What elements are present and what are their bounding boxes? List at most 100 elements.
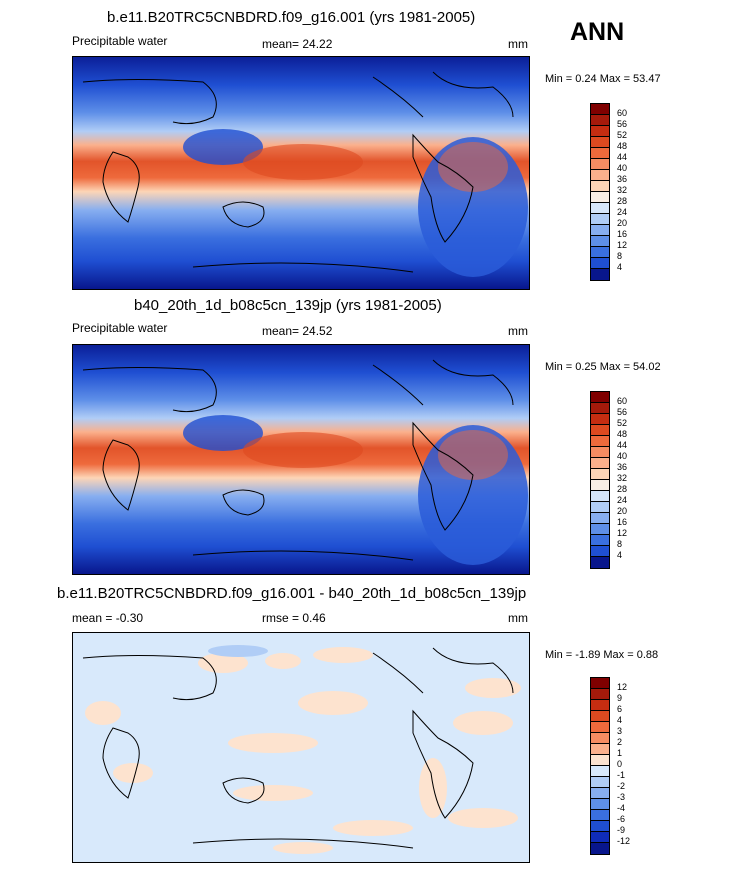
panel2-map — [72, 344, 530, 575]
colorbar-tick-label: 28 — [617, 484, 628, 494]
colorbar-tick-label: 52 — [617, 130, 628, 140]
panel2-title: b40_20th_1d_b08c5cn_139jp (yrs 1981-2005… — [134, 297, 442, 314]
colorbar-box — [591, 258, 609, 269]
colorbar-tick-label: 20 — [617, 218, 628, 228]
colorbar-box — [591, 181, 609, 192]
colorbar-box — [591, 711, 609, 722]
colorbar-box — [591, 491, 609, 502]
colorbar-tick-label: -2 — [617, 781, 626, 791]
panel3-minmax: Min = -1.89 Max = 0.88 — [545, 649, 659, 661]
colorbar-box — [591, 557, 609, 568]
colorbar-box — [591, 700, 609, 711]
panel2-colorbar — [590, 391, 610, 569]
colorbar-tick-label: 12 — [617, 528, 628, 538]
colorbar-box — [591, 524, 609, 535]
colorbar-tick-label: 52 — [617, 418, 628, 428]
colorbar-box — [591, 678, 609, 689]
colorbar-tick-label: -3 — [617, 792, 626, 802]
panel1-mean: mean= 24.22 — [262, 37, 333, 51]
colorbar-box — [591, 843, 609, 854]
colorbar-box — [591, 799, 609, 810]
panel1-map — [72, 56, 530, 290]
colorbar-tick-label: 16 — [617, 517, 628, 527]
colorbar-tick-label: 44 — [617, 152, 628, 162]
colorbar-tick-label: 12 — [617, 240, 628, 250]
colorbar-box — [591, 104, 609, 115]
colorbar-tick-label: 36 — [617, 174, 628, 184]
colorbar-box — [591, 403, 609, 414]
colorbar-box — [591, 137, 609, 148]
colorbar-tick-label: 6 — [617, 704, 623, 714]
colorbar-box — [591, 535, 609, 546]
colorbar-box — [591, 810, 609, 821]
colorbar-box — [591, 247, 609, 258]
colorbar-tick-label: 48 — [617, 141, 628, 151]
colorbar-tick-label: 32 — [617, 473, 628, 483]
panel3-title: b.e11.B20TRC5CNBDRD.f09_g16.001 - b40_20… — [57, 585, 527, 602]
panel2-variable: Precipitable water — [72, 321, 168, 335]
colorbar-tick-label: 48 — [617, 429, 628, 439]
colorbar-box — [591, 502, 609, 513]
colorbar-box — [591, 148, 609, 159]
panel1-variable: Precipitable water — [72, 34, 168, 48]
panel3-mean: mean = -0.30 — [72, 611, 144, 625]
colorbar-tick-label: 44 — [617, 440, 628, 450]
colorbar-box — [591, 722, 609, 733]
colorbar-box — [591, 170, 609, 181]
panel1-minmax: Min = 0.24 Max = 53.47 — [545, 73, 661, 85]
colorbar-box — [591, 458, 609, 469]
colorbar-tick-label: 32 — [617, 185, 628, 195]
colorbar-box — [591, 214, 609, 225]
colorbar-tick-label: 36 — [617, 462, 628, 472]
colorbar-tick-label: 3 — [617, 726, 623, 736]
colorbar-tick-label: 60 — [617, 108, 628, 118]
colorbar-tick-label: 24 — [617, 207, 628, 217]
colorbar-box — [591, 447, 609, 458]
colorbar-tick-label: 1 — [617, 748, 623, 758]
colorbar-tick-label: 2 — [617, 737, 623, 747]
colorbar-box — [591, 414, 609, 425]
colorbar-tick-label: 56 — [617, 407, 628, 417]
colorbar-box — [591, 436, 609, 447]
panel1-field — [73, 57, 529, 289]
colorbar-tick-label: 40 — [617, 163, 628, 173]
colorbar-tick-label: -4 — [617, 803, 626, 813]
colorbar-box — [591, 788, 609, 799]
colorbar-tick-label: 8 — [617, 539, 623, 549]
colorbar-box — [591, 766, 609, 777]
panel3-map — [72, 632, 530, 863]
colorbar-box — [591, 777, 609, 788]
colorbar-box — [591, 126, 609, 137]
colorbar-box — [591, 225, 609, 236]
panel2-field — [73, 345, 529, 574]
colorbar-tick-label: -12 — [617, 836, 631, 846]
colorbar-box — [591, 236, 609, 247]
panel1-units: mm — [508, 37, 528, 51]
season-label: ANN — [570, 18, 625, 46]
colorbar-tick-label: 8 — [617, 251, 623, 261]
colorbar-tick-label: -1 — [617, 770, 626, 780]
panel2-mean: mean= 24.52 — [262, 324, 333, 338]
colorbar-tick-label: 60 — [617, 396, 628, 406]
panel3-units: mm — [508, 611, 528, 625]
colorbar-tick-label: 4 — [617, 550, 623, 560]
colorbar-box — [591, 733, 609, 744]
colorbar-tick-label: 4 — [617, 715, 623, 725]
colorbar-tick-label: 4 — [617, 262, 623, 272]
colorbar-tick-label: -6 — [617, 814, 626, 824]
colorbar-tick-label: 16 — [617, 229, 628, 239]
panel1-colorbar — [590, 103, 610, 281]
panel2-minmax: Min = 0.25 Max = 54.02 — [545, 361, 661, 373]
colorbar-box — [591, 832, 609, 843]
colorbar-tick-label: 56 — [617, 119, 628, 129]
colorbar-tick-label: 40 — [617, 451, 628, 461]
colorbar-box — [591, 513, 609, 524]
colorbar-box — [591, 469, 609, 480]
colorbar-box — [591, 115, 609, 126]
colorbar-tick-label: 9 — [617, 693, 623, 703]
colorbar-box — [591, 392, 609, 403]
colorbar-box — [591, 755, 609, 766]
colorbar-box — [591, 480, 609, 491]
panel3-colorbar — [590, 677, 610, 855]
colorbar-tick-label: 28 — [617, 196, 628, 206]
